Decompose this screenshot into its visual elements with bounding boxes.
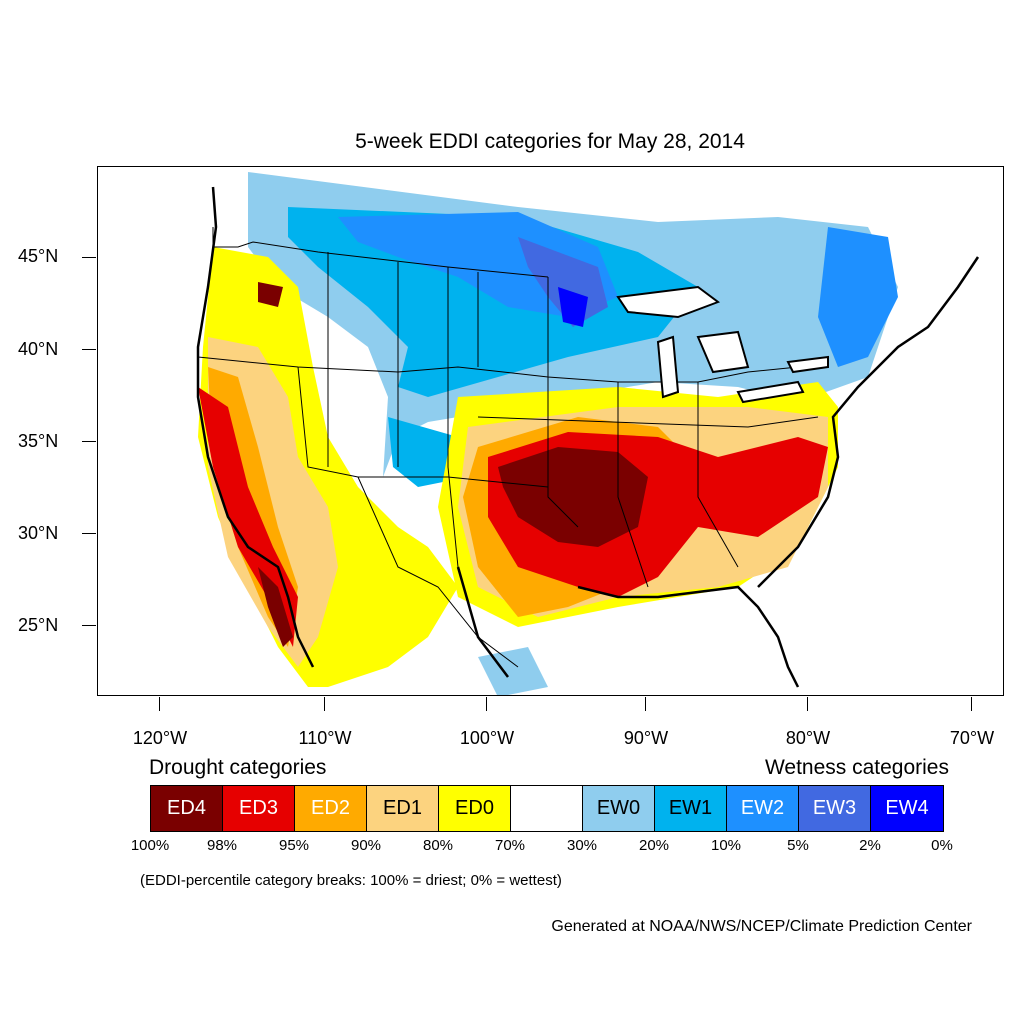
legend-label: EW3 <box>812 797 857 819</box>
lon-label-70w: 70°W <box>949 728 995 748</box>
wet-region-ew0-tx <box>478 647 548 695</box>
pct-break: 95% <box>278 837 310 854</box>
legend-ew4: EW4 <box>871 786 943 831</box>
legend-ed3: ED3 <box>223 786 295 831</box>
pct-break: 10% <box>710 837 742 854</box>
pct-break: 100% <box>130 837 170 854</box>
legend-ew3: EW3 <box>799 786 871 831</box>
pct-break: 30% <box>566 837 598 854</box>
legend-ew2: EW2 <box>727 786 799 831</box>
pct-break: 2% <box>859 837 881 854</box>
lon-tick <box>971 697 972 711</box>
legend-label: ED4 <box>167 797 206 819</box>
map-panel <box>97 166 1004 696</box>
lon-tick <box>645 697 646 711</box>
drought-region-ed4-id <box>258 282 283 307</box>
lat-label-40n: 40°N <box>18 339 59 359</box>
lon-tick <box>159 697 160 711</box>
legend-label: EW0 <box>596 797 641 819</box>
eddi-map <box>196 172 980 695</box>
drought-region-ed4 <box>498 447 648 547</box>
legend-ed2: ED2 <box>295 786 367 831</box>
great-lakes <box>616 285 829 404</box>
legend-ed1: ED1 <box>367 786 439 831</box>
lat-label-35n: 35°N <box>18 431 59 451</box>
wet-region-ew2-ne <box>818 227 898 367</box>
lat-label-30n: 30°N <box>18 523 59 543</box>
lon-label-100w: 100°W <box>459 728 515 748</box>
lat-tick <box>82 257 96 258</box>
pct-break: 0% <box>931 837 953 854</box>
map-title: 5-week EDDI categories for May 28, 2014 <box>355 130 745 153</box>
coastline <box>196 186 980 688</box>
pct-break: 70% <box>494 837 526 854</box>
legend-neutral <box>511 786 583 831</box>
pct-break: 98% <box>206 837 238 854</box>
lat-label-45n: 45°N <box>18 246 59 266</box>
pct-break: 5% <box>787 837 809 854</box>
lon-tick <box>807 697 808 711</box>
pct-break: 80% <box>422 837 454 854</box>
category-breaks-note: (EDDI-percentile category breaks: 100% =… <box>140 872 562 889</box>
credit-line: Generated at NOAA/NWS/NCEP/Climate Predi… <box>551 918 972 935</box>
legend-label: ED2 <box>311 797 350 819</box>
drought-region-ed4-ca <box>258 567 293 647</box>
wetness-categories-heading: Wetness categories <box>764 756 949 779</box>
legend-label: ED3 <box>239 797 278 819</box>
lat-tick <box>82 625 96 626</box>
pct-break: 90% <box>350 837 382 854</box>
wet-region-ew4 <box>558 287 588 327</box>
lon-label-80w: 80°W <box>785 728 831 748</box>
legend-ew1: EW1 <box>655 786 727 831</box>
lat-tick <box>82 533 96 534</box>
legend-label: ED0 <box>455 797 494 819</box>
pct-break: 20% <box>638 837 670 854</box>
lat-label-25n: 25°N <box>18 615 59 635</box>
legend-label: EW2 <box>740 797 785 819</box>
drought-categories-heading: Drought categories <box>149 756 327 779</box>
legend-ed4: ED4 <box>151 786 223 831</box>
lat-tick <box>82 441 96 442</box>
legend-ew0: EW0 <box>583 786 655 831</box>
category-legend: ED4 ED3 ED2 ED1 ED0 EW0 EW1 EW2 EW3 EW4 <box>150 785 944 832</box>
lon-label-90w: 90°W <box>623 728 669 748</box>
legend-label: EW4 <box>885 797 929 819</box>
lon-tick <box>486 697 487 711</box>
legend-label: ED1 <box>383 797 422 819</box>
lon-label-120w: 120°W <box>132 728 188 748</box>
lon-tick <box>324 697 325 711</box>
lon-label-110w: 110°W <box>298 728 352 748</box>
legend-ed0: ED0 <box>439 786 511 831</box>
legend-label: EW1 <box>668 797 713 819</box>
lat-tick <box>82 349 96 350</box>
